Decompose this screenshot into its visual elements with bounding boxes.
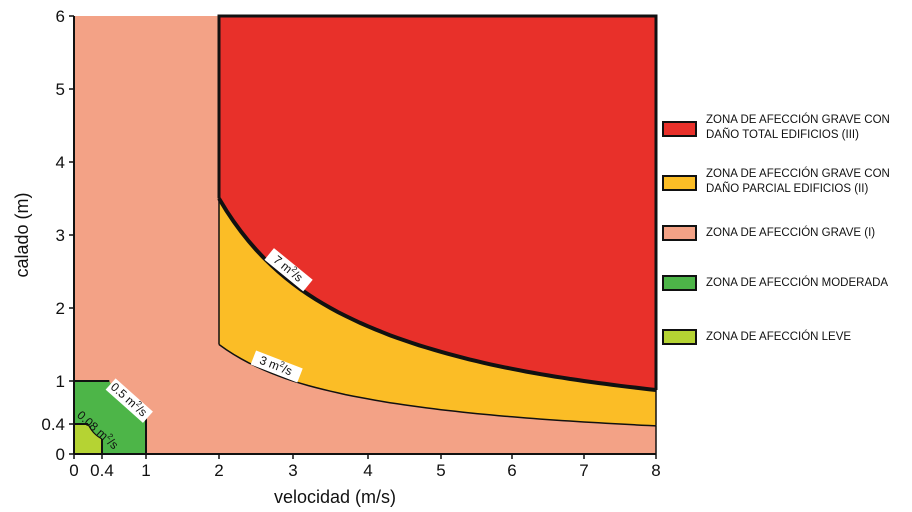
y-tick-label-4: 4: [56, 153, 65, 172]
legend-item-grave: ZONA DE AFECCIÓN GRAVE (I): [662, 225, 912, 265]
curve-label-3-value: 3 m: [258, 353, 282, 373]
axes-layer: 0 0.4 1 2 3 4 5 6 7 8 0 0.4 1 2 3 4 5 6: [41, 7, 660, 480]
legend-item-moderada: ZONA DE AFECCIÓN MODERADA: [662, 275, 912, 315]
legend-swatch-leve: [662, 329, 697, 345]
curve-label-0.5-superscript: 2: [134, 399, 144, 409]
curve-label-3: 3 m2/s: [250, 350, 303, 383]
curve-3-line: [218, 343, 657, 427]
curve-label-3-superscript: 2: [278, 359, 286, 369]
y-tick-label-0: 0: [56, 445, 65, 464]
x-tick-label-5: 5: [436, 461, 445, 480]
legend-label-leve: ZONA DE AFECCIÓN LEVE: [706, 331, 852, 343]
curve-7-line: [217, 197, 657, 392]
y-tick-label-5: 5: [56, 80, 65, 99]
curve-labels-layer: 7 m2/s3 m2/s0.5 m2/s0.08 m2/s: [74, 248, 313, 452]
curve-label-0.08-superscript: 2: [106, 432, 116, 442]
x-tick-label-0: 0: [69, 461, 78, 480]
y-tick-label-6: 6: [56, 7, 65, 26]
x-tick-label-6: 6: [507, 461, 516, 480]
x-tick-label-3: 3: [288, 461, 297, 480]
legend-swatch-moderada: [662, 275, 697, 291]
legend-item-parcial: ZONA DE AFECCIÓN GRAVE CON DAÑO PARCIAL …: [662, 166, 912, 206]
legend-label-parcial: ZONA DE AFECCIÓN GRAVE CON DAÑO PARCIAL …: [706, 168, 890, 195]
x-tick-label-7: 7: [579, 461, 588, 480]
x-tick-label-1: 1: [141, 461, 150, 480]
x-tick-label-2: 2: [214, 461, 223, 480]
curve-0.08-line: [87, 423, 103, 440]
zone-iii-outline: [217, 14, 658, 390]
legend-swatch-total: [662, 121, 697, 137]
x-axis-title: velocidad (m/s): [274, 487, 396, 507]
curve-label-0.5-box: [105, 378, 153, 423]
zone-total-iii: [219, 16, 656, 390]
zone-parcial-ii: [219, 198, 656, 426]
y-axis-title: calado (m): [12, 192, 32, 277]
curve-label-7-superscript: 2: [290, 264, 300, 274]
x-tick-label-0.4: 0.4: [90, 461, 114, 480]
legend-label-total: ZONA DE AFECCIÓN GRAVE CON DAÑO TOTAL ED…: [706, 114, 890, 141]
curve-label-7-box: [264, 248, 313, 292]
y-tick-label-0.4: 0.4: [41, 415, 65, 434]
legend-label-grave: ZONA DE AFECCIÓN GRAVE (I): [706, 227, 876, 239]
legend-item-leve: ZONA DE AFECCIÓN LEVE: [662, 329, 912, 369]
legend-item-total: ZONA DE AFECCIÓN GRAVE CON DAÑO TOTAL ED…: [662, 112, 912, 152]
y-tick-label-3: 3: [56, 226, 65, 245]
legend-swatch-parcial: [662, 175, 697, 191]
curve-label-3-box: [250, 350, 303, 383]
y-tick-label-1: 1: [56, 372, 65, 391]
zones-layer: [74, 16, 656, 454]
y-tick-label-2: 2: [56, 299, 65, 318]
curves-layer: [74, 14, 658, 454]
legend-label-moderada: ZONA DE AFECCIÓN MODERADA: [706, 277, 889, 289]
x-tick-label-4: 4: [363, 461, 372, 480]
legend-swatch-grave: [662, 225, 697, 241]
zone-leve: [74, 424, 102, 454]
x-tick-label-8: 8: [651, 461, 660, 480]
